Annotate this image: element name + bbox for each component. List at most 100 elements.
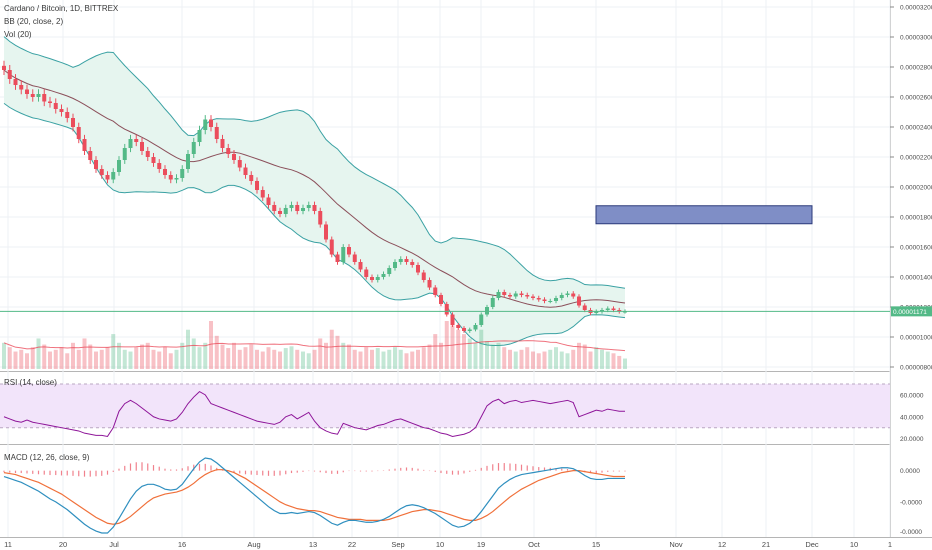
volume-bar [571,349,576,369]
volume-bar [191,338,196,369]
candle-body [542,299,547,301]
time-tick-label: 19 [477,540,485,549]
bb-fill-area [4,36,625,346]
candle-body [105,175,110,180]
volume-bar [71,342,75,369]
volume-bar [577,342,581,369]
volume-bar [404,353,409,369]
candle-body [186,154,190,169]
candle-body [467,329,472,331]
candle-body [370,277,374,280]
candle-body [462,328,466,331]
time-tick-label: 10 [436,540,444,549]
candle-body [605,308,610,310]
time-tick-label: Nov [669,540,683,549]
time-tick-label: Aug [247,540,260,549]
candle-body [565,293,570,295]
candle-body [444,304,449,315]
candle-body [243,167,248,175]
volume-bar [295,349,300,369]
volume-bar [226,348,231,369]
time-tick-label: Sep [391,540,404,549]
time-tick-label: 11 [4,540,12,549]
volume-bar [111,334,116,369]
volume-bar [88,344,93,369]
candle-body [226,148,231,154]
time-tick-label: 10 [850,540,858,549]
candle-body [36,94,41,97]
macd-signal-line [3,469,625,525]
time-tick-label: 1 [888,540,892,549]
vol-indicator-label: Vol (20) [4,30,32,39]
volume-bar [76,349,81,369]
candle-body [99,169,104,175]
volume-bar [197,347,202,369]
volume-bar [272,349,277,369]
volume-bar [186,329,190,369]
time-tick-label: 13 [309,540,317,549]
candle-body [559,295,564,298]
volume-bar [53,349,58,369]
bb-upper-line [3,36,626,289]
volume-bar [605,351,610,369]
volume-bar [25,353,29,369]
volume-bar [433,334,438,369]
time-tick-label: 16 [178,540,186,549]
candle-body [25,89,29,94]
candle-body [180,169,185,178]
volume-bar [496,342,501,369]
bb-basis-line [3,69,626,308]
candle-body [508,295,512,297]
volume-ma-line [3,340,626,352]
volume-bar [542,351,547,369]
time-tick-label: 15 [592,540,600,549]
volume-bar [352,349,357,369]
volume-bar [318,338,323,369]
candle-body [324,224,328,240]
volume-bar [462,334,466,369]
candle-body [13,79,18,85]
bb-indicator-label: BB (20, close, 2) [4,17,64,26]
volume-bar [421,347,426,369]
candle-body [617,310,622,312]
candle-body [421,272,426,280]
volume-bar [381,351,386,369]
volume-bar [214,335,219,369]
candle-body [65,112,70,118]
candle-body [157,163,162,169]
macd-tick-label: -0.0000 [900,529,922,536]
price-tick-label: 0.00000800 [900,365,932,372]
candle-body [134,139,139,142]
volume-bar [232,342,236,369]
volume-bar [105,347,110,369]
candle-body [278,211,282,214]
candle-body [387,268,392,274]
rsi-tick-label: 20.0000 [900,436,924,443]
volume-bar [398,349,403,369]
volume-bar [117,342,121,369]
volume-bar [324,342,328,369]
candle-body [341,247,346,262]
price-tick-label: 0.00003200 [900,5,932,12]
candle-body [513,293,518,297]
candle-body [456,325,461,328]
candle-body [94,160,98,169]
volume-bar [485,341,489,369]
volume-bar [249,344,254,369]
candle-body [427,280,432,288]
volume-bar [456,329,461,369]
candle-body [335,254,340,262]
volume-bar [439,342,443,369]
candle-body [59,109,64,112]
volume-bar [450,325,455,369]
volume-bar [358,351,363,369]
rsi-tick-label: 40.0000 [900,414,924,421]
price-tick-label: 0.00001400 [900,275,932,282]
volume-bar [347,344,351,369]
candle-body [301,208,305,211]
candle-body [197,130,202,142]
volume-bar [410,351,415,369]
price-tick-label: 0.00002600 [900,95,932,102]
symbol-title: Cardano / Bitcoin, 1D, BITTREX [4,4,119,13]
